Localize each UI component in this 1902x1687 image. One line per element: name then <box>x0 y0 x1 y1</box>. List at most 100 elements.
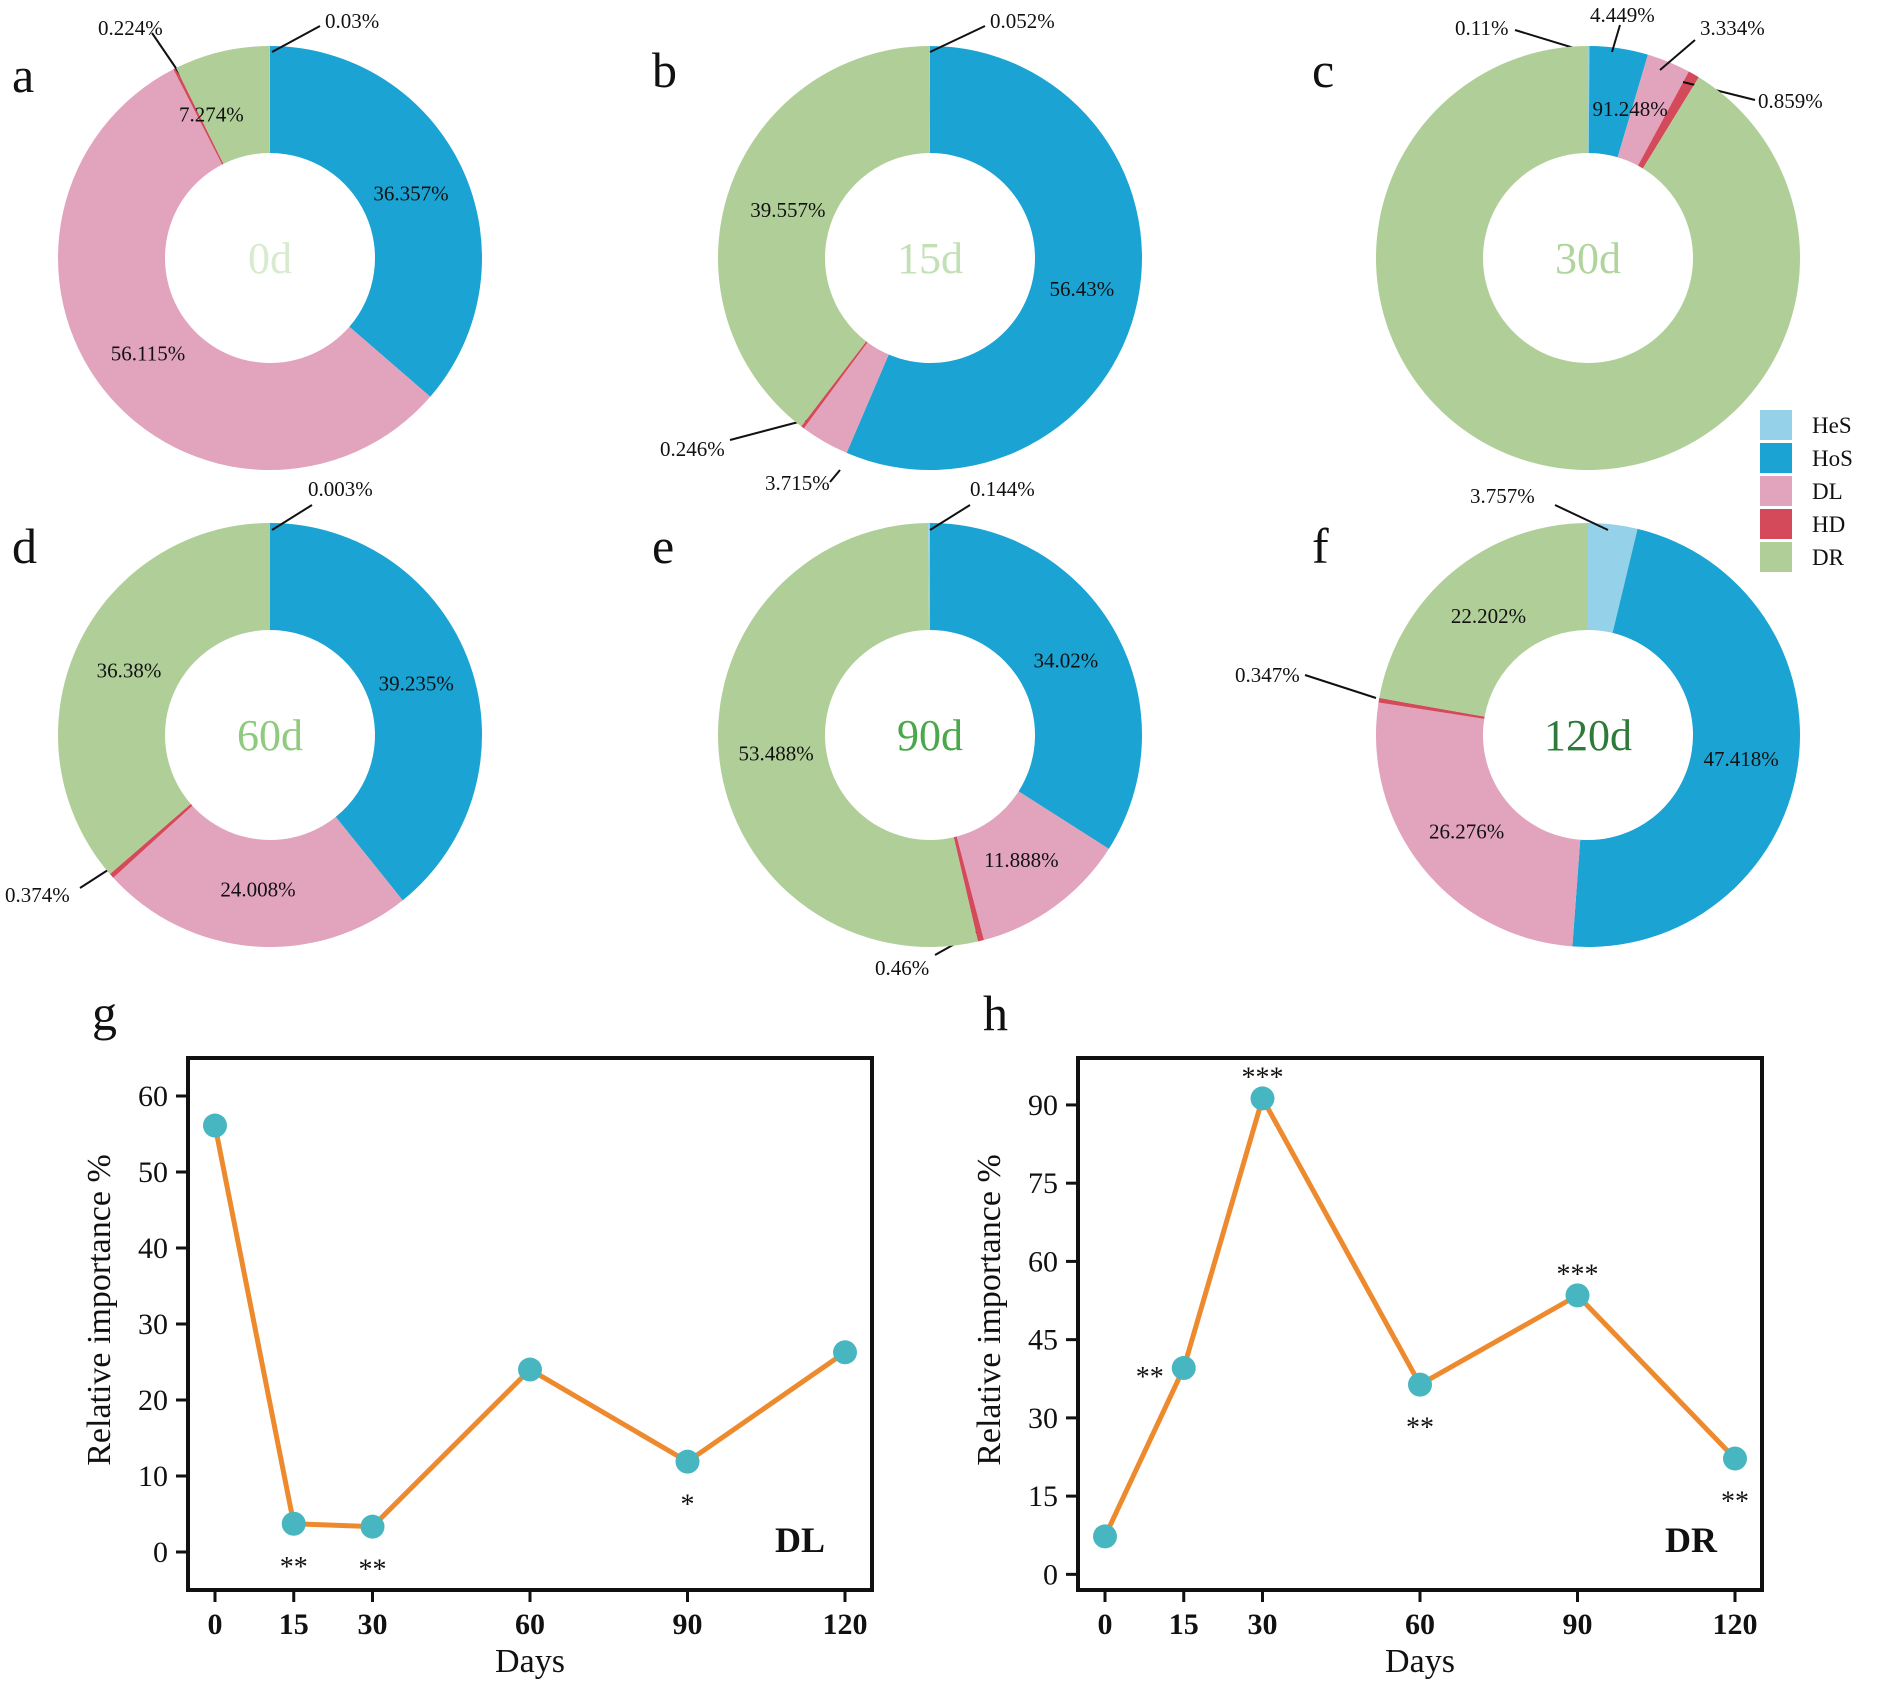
slice-label: 34.02% <box>1033 648 1098 672</box>
legend-label-hes: HeS <box>1812 413 1852 438</box>
series-line <box>1102 1095 1737 1538</box>
slice-label: 7.274% <box>179 102 244 126</box>
donut-slice-dr <box>1375 46 1800 471</box>
donut-panel-b: b 56.43% 3.715% 0.246% 39.557% 0.052% 15d <box>652 9 1143 495</box>
donut-panel-c: c 0.11% 4.449% 3.334% 0.859% 91.248% 30d <box>1312 3 1823 471</box>
slice-label: 0.11% <box>1455 16 1508 40</box>
slice-label: 3.757% <box>1470 484 1535 508</box>
y-tick-label: 60 <box>138 1080 168 1113</box>
y-tick-label: 20 <box>138 1384 168 1417</box>
y-axis-title: Relative importance % <box>81 1154 118 1466</box>
series-label: DL <box>775 1520 825 1560</box>
x-tick-label: 15 <box>279 1608 309 1641</box>
donut-slice-dl <box>1617 54 1689 166</box>
donut-panel-a: a 36.357% 56.115% 0.224% 7.274% 0.03% 0d <box>12 9 482 470</box>
series-line <box>212 1125 847 1530</box>
significance-marker: ** <box>359 1555 387 1586</box>
data-point <box>518 1357 542 1382</box>
donut-charts: a 36.357% 56.115% 0.224% 7.274% 0.03% 0d b 56.43… <box>5 3 1823 980</box>
x-tick-label: 90 <box>673 1608 703 1641</box>
slice-label: 0.144% <box>970 477 1035 501</box>
panel-letter-e: e <box>652 518 674 574</box>
donut-center-label: 60d <box>237 711 303 760</box>
donut-slice-dl <box>1376 702 1581 947</box>
slice-label: 0.246% <box>660 437 725 461</box>
legend-swatch-hos <box>1760 443 1792 473</box>
donut-slice-dl <box>803 342 889 453</box>
slice-label: 47.418% <box>1704 747 1779 771</box>
x-tick-label: 15 <box>1169 1608 1199 1641</box>
donut-slice-hd <box>109 803 193 878</box>
y-tick-label: 75 <box>1028 1167 1058 1200</box>
slice-label: 0.374% <box>5 883 70 907</box>
slice-label: 56.115% <box>111 342 185 366</box>
x-tick-label: 60 <box>1405 1608 1435 1641</box>
y-tick-label: 60 <box>1028 1245 1058 1278</box>
panel-letter-a: a <box>12 47 34 103</box>
y-axis-title: Relative importance % <box>971 1154 1008 1466</box>
x-axis-title: Days <box>1385 1643 1455 1680</box>
slice-label: 3.334% <box>1700 16 1765 40</box>
slice-label: 0.003% <box>308 477 373 501</box>
donut-slice-hes <box>1588 523 1638 633</box>
line-panel-h: h 0 15 30 45 60 75 90 0 15 30 60 90 120 Days Relative i… <box>971 985 1764 1680</box>
leader-line <box>1304 674 1377 699</box>
y-tick-label: 50 <box>138 1156 168 1189</box>
leader-line <box>729 419 807 441</box>
slice-label: 0.03% <box>325 9 379 33</box>
panel-letter-b: b <box>652 42 677 98</box>
data-point <box>203 1113 227 1138</box>
donut-center-label: 90d <box>897 711 963 760</box>
data-point <box>1565 1283 1590 1308</box>
donut-slice-dr <box>176 46 270 164</box>
y-tick-label: 30 <box>138 1308 168 1341</box>
donut-center-label: 15d <box>897 234 963 283</box>
legend-swatch-dl <box>1760 476 1792 506</box>
leader-line <box>929 504 971 531</box>
donut-slice-hd <box>953 836 984 942</box>
y-tick-label: 40 <box>138 1232 168 1265</box>
donut-center-label: 30d <box>1555 234 1621 283</box>
panel-letter-g: g <box>92 985 117 1041</box>
slice-label: 91.248% <box>1592 97 1667 121</box>
legend-swatch-hd <box>1760 509 1792 539</box>
donut-slice-dr <box>1379 523 1588 717</box>
x-tick-label: 120 <box>823 1608 868 1641</box>
data-point <box>1723 1446 1747 1471</box>
leader-line <box>929 25 986 53</box>
significance-marker: ** <box>280 1552 308 1583</box>
donut-slice-dl <box>58 69 431 470</box>
x-tick-label: 90 <box>1563 1608 1593 1641</box>
legend-label-dl: DL <box>1812 479 1843 504</box>
slice-label: 36.357% <box>373 182 448 206</box>
donut-slice-hes <box>928 523 930 631</box>
legend: HeS HoS DL HD DR <box>1760 410 1853 572</box>
series-label: DR <box>1665 1520 1718 1560</box>
donut-slice-hos <box>846 46 1143 470</box>
panel-letter-c: c <box>1312 42 1334 98</box>
legend-label-hos: HoS <box>1812 446 1853 471</box>
data-point <box>1408 1372 1432 1397</box>
leader-line <box>1659 39 1696 71</box>
significance-marker: * <box>681 1490 695 1521</box>
panel-letter-f: f <box>1312 518 1329 574</box>
slice-label: 0.052% <box>990 9 1055 33</box>
data-point <box>1171 1356 1196 1381</box>
slice-label: 3.715% <box>765 471 830 495</box>
donut-slice-hes <box>929 46 930 154</box>
panel-letter-h: h <box>983 985 1008 1041</box>
y-tick-label: 45 <box>1028 1324 1058 1357</box>
x-tick-label: 120 <box>1713 1608 1758 1641</box>
legend-swatch-hes <box>1760 410 1792 440</box>
y-tick-label: 10 <box>138 1460 168 1493</box>
legend-label-dr: DR <box>1812 545 1845 570</box>
data-point <box>281 1511 306 1536</box>
donut-slice-hd <box>1378 697 1485 719</box>
y-tick-label: 15 <box>1028 1480 1058 1513</box>
donut-slice-hes <box>1588 46 1590 154</box>
data-point <box>833 1340 857 1365</box>
data-point <box>675 1449 700 1474</box>
slice-label: 0.859% <box>1758 89 1823 113</box>
significance-marker: *** <box>1557 1259 1599 1290</box>
slice-label: 11.888% <box>984 848 1058 872</box>
